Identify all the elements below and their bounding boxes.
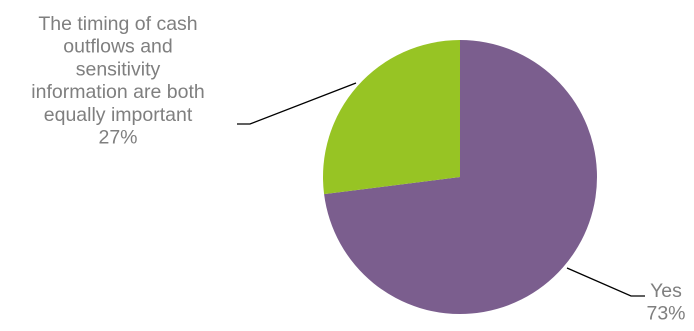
data-label-category-line: information are both [31, 81, 204, 103]
data-label-percent: 27% [98, 127, 137, 149]
data-label-category-line: equally important [44, 104, 193, 126]
leader-line-equally-important [237, 82, 357, 125]
data-label-yes: Yes 73% [646, 280, 685, 325]
data-label-category-line: Yes [650, 280, 682, 302]
pie-slices [322, 40, 597, 314]
data-label-equally-important: The timing of cash outflows and sensitivit… [31, 13, 204, 149]
pie-slice-equally-important [322, 40, 460, 195]
data-label-category-line: sensitivity [76, 58, 161, 80]
pie-slice-yes [324, 40, 597, 314]
data-label-percent: 73% [646, 303, 685, 325]
data-label-category-line: The timing of cash [38, 13, 197, 35]
data-label-category-line: outflows and [63, 36, 173, 58]
leader-line-yes [566, 267, 645, 297]
